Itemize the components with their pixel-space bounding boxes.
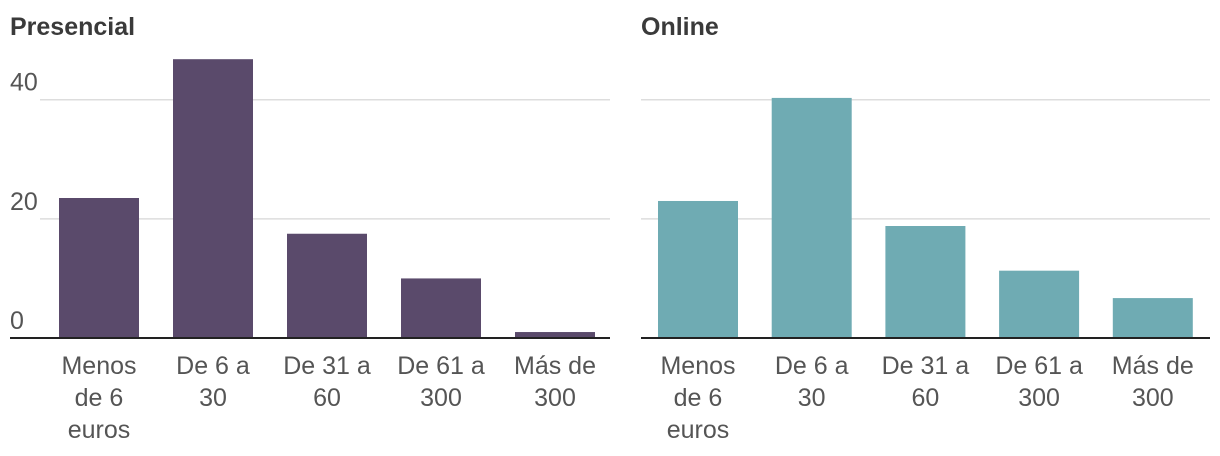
x-tick-label: De 61 a 300: [397, 352, 485, 412]
y-tick-label: 40: [10, 69, 38, 97]
x-tick-label: Menos de 6 euros: [61, 352, 136, 444]
chart-panel-online: Online Menos de 6 euros De 6 a 30 De 31 a 60 De…: [641, 13, 1210, 444]
bar: [771, 97, 852, 339]
bar: [173, 59, 253, 338]
x-tick-label: Más de 300: [514, 352, 596, 412]
bar: [658, 200, 738, 338]
chart-title: Online: [641, 13, 719, 41]
x-tick-label: De 61 a 300: [995, 352, 1083, 412]
bar: [999, 270, 1080, 338]
x-tick-label: De 6 a 30: [176, 352, 250, 412]
x-tick-label: De 6 a 30: [775, 352, 849, 412]
x-tick-label: Menos de 6 euros: [660, 352, 735, 444]
x-tick-label: De 31 a 60: [882, 352, 970, 412]
x-tick-label: Más de 300: [1112, 352, 1194, 412]
bar: [885, 226, 966, 338]
bar: [1112, 298, 1193, 338]
x-tick-label: De 31 a 60: [283, 352, 371, 412]
chart-title: Presencial: [10, 13, 135, 41]
bar: [287, 233, 367, 338]
bar: [401, 278, 481, 338]
bar: [515, 332, 595, 338]
chart-panel-presencial: Presencial 0 20 40 Menos de 6 euros De 6 a 30 De…: [10, 13, 610, 444]
y-tick-label: 0: [10, 307, 24, 335]
bar: [59, 198, 139, 338]
y-tick-label: 20: [10, 188, 38, 216]
